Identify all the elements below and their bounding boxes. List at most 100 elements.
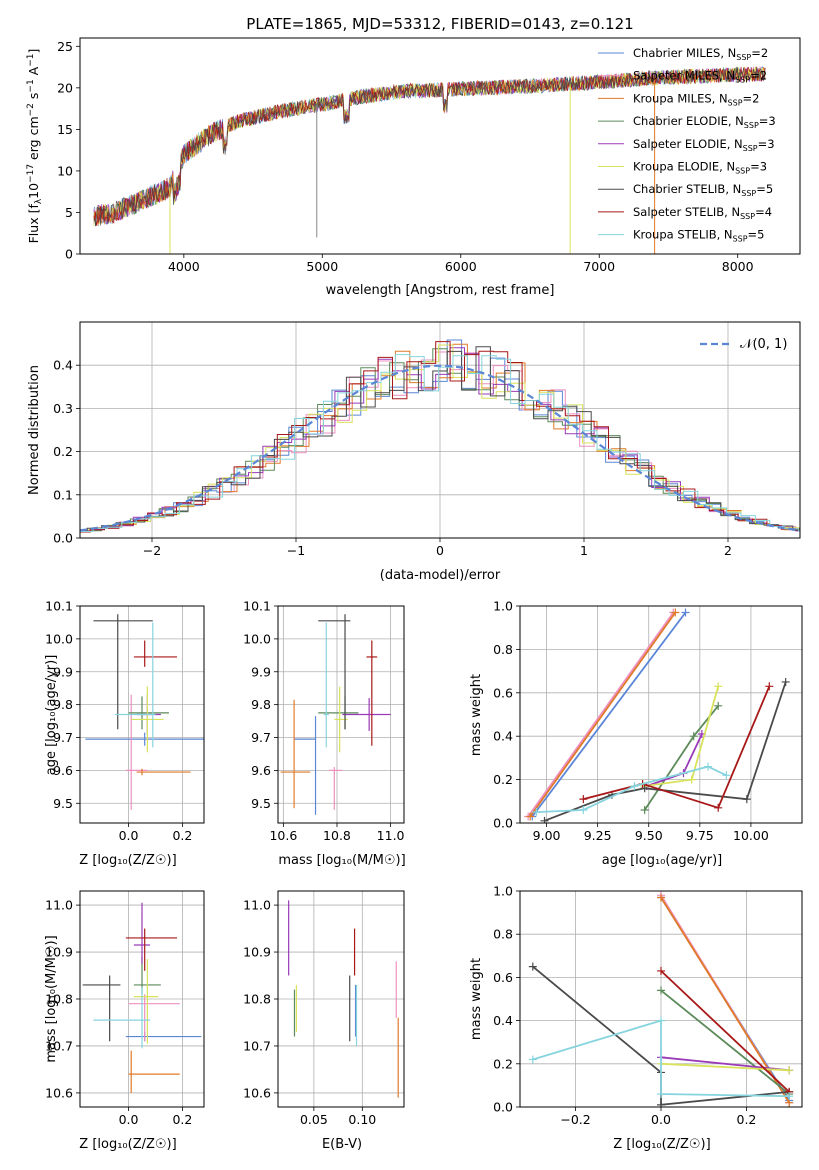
mass-vs-z-ytick-label-4: 11.0: [45, 898, 73, 913]
weight-vs-z-ytick-label-5: 1.0: [493, 884, 513, 899]
age-vs-mass-frame: [277, 605, 405, 824]
spectrum-legend-label-2: Kroupa MILES, NSSP=2: [633, 91, 759, 107]
weight-vs-z-ytick-label-4: 0.8: [493, 927, 513, 942]
weight-vs-z-marker-5-1: [785, 1066, 794, 1075]
weight-vs-z-ytick-label-0: 0.0: [493, 1100, 513, 1115]
age-vs-z-ytick-label-2: 9.7: [53, 730, 73, 745]
spectrum-legend-label-8: Kroupa STELIB, NSSP=5: [633, 228, 764, 244]
residuals-xtick-label-4: 2: [724, 543, 732, 558]
residuals-xtick-label-3: 1: [580, 543, 588, 558]
weight-vs-age-ytick-label-3: 0.6: [493, 685, 513, 700]
mass-vs-z-ytick-label-1: 10.7: [45, 1038, 73, 1053]
spectrum-xtick-label-0: 4000: [168, 259, 200, 274]
age-vs-mass-points: [280, 614, 391, 815]
weight-vs-age-marker-8-3: [704, 762, 712, 771]
weight-vs-z-frame: [519, 890, 803, 1108]
weight-vs-age-marker-7-3: [765, 682, 774, 691]
spectrum-series-6: [93, 66, 766, 227]
weight-vs-age-frame: [519, 605, 803, 824]
age-vs-z-ytick-label-1: 9.6: [53, 763, 73, 778]
age-vs-z-xtick-label-0: 0.0: [119, 828, 139, 843]
spectrum-xtick-label-1: 5000: [306, 259, 338, 274]
weight-vs-age-marker-8-2: [630, 782, 639, 791]
residuals-plot: Normed distribution (data-model)/error 𝒩…: [27, 337, 787, 583]
weight-vs-age-marker-7-0: [579, 795, 588, 804]
spectrum-ytick-label-3: 15: [57, 122, 73, 137]
weight-vs-z-xlabel: Z [log₁₀(Z/Z☉)]: [613, 1137, 710, 1152]
weight-vs-z-marker-8-3: [785, 1092, 794, 1101]
mass-vs-ebv-plot: E(B-V): [322, 1137, 362, 1152]
weight-vs-age-marker-8-0: [532, 808, 541, 817]
weight-vs-z-marker-3-0: [657, 986, 665, 995]
weight-vs-age-ytick-label-5: 1.0: [493, 599, 513, 614]
weight-vs-z-line-2: [660, 897, 790, 1104]
spectrum-lines: [93, 65, 766, 254]
residuals-histograms: [80, 339, 800, 533]
weight-vs-z-line-3: [660, 989, 790, 1095]
mass-vs-ebv-xtick-label-1: 0.10: [348, 1112, 376, 1127]
spectrum-ytick-label-1: 5: [65, 205, 73, 220]
weight-vs-age-plot: mass weight age [log₁₀(age/yr)]: [469, 674, 722, 868]
spectrum-legend-label-0: Chabrier MILES, NSSP=2: [633, 46, 768, 62]
weight-vs-age-ytick-label-0: 0.0: [493, 816, 513, 831]
age-vs-z-xlabel: Z [log₁₀(Z/Z☉)]: [79, 853, 176, 868]
mass-vs-z-xlabel: Z [log₁₀(Z/Z☉)]: [79, 1137, 176, 1152]
mass-vs-ebv-xlabel: E(B-V): [322, 1137, 362, 1152]
weight-vs-age-ytick-label-1: 0.2: [493, 772, 513, 787]
residuals-xtick-label-2: 0: [436, 543, 444, 558]
weight-vs-age-marker-3-1: [689, 732, 698, 741]
residuals-step-6: [80, 346, 800, 531]
spectrum-ylabel: Flux [fλ10−17 erg cm−2 s−1 A−1]: [26, 49, 44, 244]
weight-vs-age-series: [524, 608, 790, 823]
residuals-frame: [79, 321, 801, 539]
weight-vs-age-line-7: [583, 685, 771, 809]
spectrum-plot: Flux [fλ10−17 erg cm−2 s−1 A−1] waveleng…: [26, 49, 554, 298]
weight-vs-age-line-1: [527, 611, 675, 818]
mass-vs-z-plot: mass [log₁₀(M/M☉)] Z [log₁₀(Z/Z☉)]: [44, 935, 177, 1152]
weight-vs-age-marker-5-1: [687, 775, 696, 784]
spectrum-xtick-label-4: 8000: [722, 259, 754, 274]
weight-vs-age-marker-8-4: [722, 771, 731, 780]
weight-vs-z-ylabel: mass weight: [469, 958, 484, 1040]
mass-vs-ebv-points: [288, 900, 399, 1098]
spectrum-legend-label-7: Salpeter STELIB, NSSP=4: [633, 205, 772, 221]
age-vs-mass-ytick-label-3: 9.8: [251, 697, 271, 712]
spectrum-ytick-label-4: 20: [57, 80, 73, 95]
age-vs-mass-ytick-label-0: 9.5: [251, 796, 271, 811]
spectrum-legend-label-1: Salpeter MILES, NSSP=2: [633, 69, 767, 85]
age-vs-mass-xlabel: mass [log₁₀(M/M☉)]: [278, 853, 405, 868]
weight-vs-age-marker-2-0: [526, 812, 535, 821]
age-vs-mass-ytick-label-2: 9.7: [251, 730, 271, 745]
weight-vs-age-ylabel: mass weight: [469, 674, 484, 756]
spectrum-xtick-label-2: 6000: [445, 259, 477, 274]
spectrum-xlabel: wavelength [Angstrom, rest frame]: [326, 283, 555, 298]
age-vs-z-ytick-label-0: 9.5: [53, 796, 73, 811]
mass-vs-z-ytick-label-0: 10.6: [45, 1085, 73, 1100]
mass-vs-ebv-ytick-label-1: 10.7: [243, 1038, 271, 1053]
age-vs-z-plot: age [log₁₀(age/yr)] Z [log₁₀(Z/Z☉)]: [44, 655, 177, 868]
weight-vs-age-marker-6-2: [640, 784, 649, 793]
weight-vs-age-marker-6-4: [781, 677, 790, 686]
mass-vs-ebv-xtick-label-0: 0.05: [300, 1112, 328, 1127]
mass-vs-z-ytick-label-2: 10.8: [45, 992, 73, 1007]
weight-vs-z-xtick-label-0: −0.2: [560, 1112, 590, 1127]
mass-vs-ebv-frame: [277, 890, 405, 1108]
spectrum-ytick-label-5: 25: [57, 39, 73, 54]
age-vs-mass-xtick-label-0: 10.6: [269, 828, 297, 843]
age-vs-mass-axes: 10.6 10.8 11.0 9.5 9.6 9.7 9.8 9.9 10.0 10.1: [243, 599, 404, 844]
residuals-ytick-label-1: 0.1: [53, 487, 73, 502]
weight-vs-age-marker-0-1: [681, 608, 690, 617]
residuals-legend-label: 𝒩(0, 1): [740, 337, 787, 352]
weight-vs-z-marker-8-2: [657, 1090, 665, 1099]
weight-vs-z-ytick-label-3: 0.6: [493, 970, 513, 985]
age-vs-z-frame: [79, 605, 205, 824]
spectrum-legend-label-5: Kroupa ELODIE, NSSP=3: [633, 160, 767, 176]
residuals-ytick-label-0: 0.0: [53, 531, 73, 546]
weight-vs-age-marker-7-2: [714, 803, 723, 812]
age-vs-z-xtick-label-1: 0.2: [172, 828, 192, 843]
weight-vs-age-ytick-label-2: 0.4: [493, 729, 513, 744]
residuals-axes: −2 −1 0 1 2 0.0 0.1 0.2 0.3 0.4: [53, 322, 800, 558]
weight-vs-z-series: [528, 891, 794, 1107]
age-vs-z-ytick-label-6: 10.1: [45, 599, 73, 614]
spectrum-axes: 4000 5000 6000 7000 8000 0 5 10 15 20 25: [57, 39, 754, 274]
